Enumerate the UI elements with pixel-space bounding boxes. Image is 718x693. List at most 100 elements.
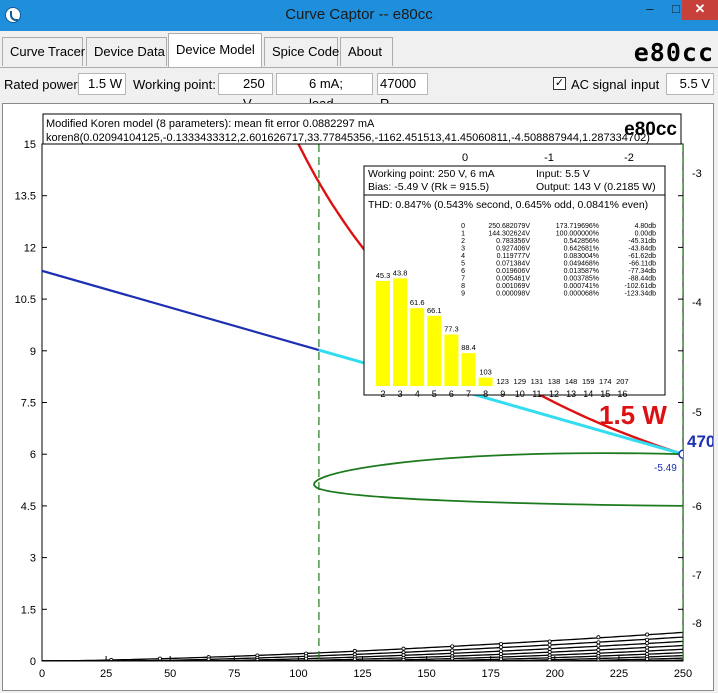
thd-row-harmonic: 2 <box>461 238 465 245</box>
title-bar: Curve Captor -- e80cc – □ ✕ <box>0 0 718 31</box>
thd-row-percent: 0.013587% <box>564 268 599 275</box>
harmonic-number-label: 10 <box>515 389 525 399</box>
tab-curve-tracer[interactable]: Curve Tracer <box>2 37 85 66</box>
measured-point <box>596 647 601 652</box>
thd-row-harmonic: 4 <box>461 253 465 260</box>
tab-spice-code[interactable]: Spice Code <box>264 37 339 66</box>
thd-row-db: -102.61db <box>624 283 656 290</box>
ac-swing-curve <box>313 452 683 507</box>
ac-signal-checkbox[interactable]: ✓ <box>553 77 566 90</box>
thd-row-harmonic: 9 <box>461 291 465 298</box>
measured-point <box>498 641 503 646</box>
tab-strip: Curve Tracer Device Data Device Model Sp… <box>0 31 718 68</box>
harmonic-bar <box>461 353 476 386</box>
thd-panel: Working point: 250 V, 6 mA Input: 5.5 V … <box>363 165 666 399</box>
x-tick-label: 225 <box>610 668 628 680</box>
harmonic-number-label: 14 <box>583 389 593 399</box>
thd-row-percent: 0.083004% <box>564 253 599 260</box>
grid-curve <box>42 640 683 661</box>
tab-about[interactable]: About <box>340 37 393 66</box>
thd-row-volts: 0.071384V <box>496 261 530 268</box>
harmonic-number-label: 4 <box>415 389 420 399</box>
tab-device-data[interactable]: Device Data <box>86 37 167 66</box>
harmonic-bar-value: 174 <box>599 377 612 386</box>
thd-row-harmonic: 3 <box>461 246 465 253</box>
thd-row-percent: 0.049468% <box>564 261 599 268</box>
plot-area[interactable]: 0 25 50 75 100 125 150 175 200 225 250 15 13.5 12 10.5… <box>2 103 714 691</box>
harmonic-bar-value: 138 <box>548 377 561 386</box>
x-tick-label: 150 <box>417 668 435 680</box>
grid-voltage-label: -2 <box>624 152 634 164</box>
thd-row-volts: 250.682079V <box>488 223 530 230</box>
settings-toolbar: Rated power: 1.5 W Working point: 250 V,… <box>0 68 718 111</box>
harmonic-number-label: 7 <box>466 389 471 399</box>
thd-row-volts: 0.783356V <box>496 238 530 245</box>
model-fit-line: Modified Koren model (8 parameters): mea… <box>46 118 375 130</box>
measured-point <box>645 641 650 646</box>
y-tick-label: 6 <box>30 449 36 461</box>
measured-point <box>547 650 552 655</box>
harmonic-bar <box>478 377 493 386</box>
grid-voltage-label: -4 <box>692 297 702 309</box>
grid-curve <box>42 644 683 661</box>
x-tick-label: 25 <box>100 668 112 680</box>
close-button[interactable]: ✕ <box>682 0 718 20</box>
thd-working-point: Working point: 250 V, 6 mA <box>368 168 495 180</box>
x-tick-label: 100 <box>289 668 307 680</box>
measured-point <box>255 657 260 661</box>
thd-row-volts: 0.119777V <box>497 253 531 260</box>
thd-row-percent: 173.719696% <box>556 223 599 230</box>
tab-device-model[interactable]: Device Model <box>168 33 262 67</box>
measured-point <box>401 657 406 661</box>
harmonic-bar <box>410 308 425 386</box>
working-point-voltage-input[interactable]: 250 V, <box>218 73 273 111</box>
harmonic-number-label: 12 <box>549 389 559 399</box>
harmonic-bar <box>427 315 442 386</box>
measured-point <box>596 635 601 640</box>
working-point-current-input[interactable]: 6 mA; load <box>276 73 373 111</box>
rated-power-input[interactable]: 1.5 W <box>78 73 126 95</box>
harmonic-bar-value: 159 <box>582 377 595 386</box>
harmonic-bar-value: 129 <box>514 377 527 386</box>
rated-power-label: Rated power: <box>4 77 82 92</box>
x-tick-label: 125 <box>353 668 371 680</box>
rated-power-curve-label: 1.5 W <box>599 400 667 430</box>
measured-point <box>352 648 357 653</box>
y-tick-label: 3 <box>30 553 36 565</box>
y-tick-label: 4.5 <box>21 501 36 513</box>
harmonic-bar <box>376 280 390 386</box>
grid-curve <box>42 651 683 661</box>
thd-row-db: -123.34db <box>624 291 656 298</box>
harmonic-bar-value: 61.6 <box>410 298 425 307</box>
grid-voltage-label: -5 <box>692 407 702 419</box>
thd-row-harmonic: 7 <box>461 276 465 283</box>
load-resistance-input[interactable]: 47000 R <box>377 73 428 111</box>
maximize-button[interactable]: □ <box>672 1 680 16</box>
input-label: input <box>631 77 660 92</box>
grid-voltage-label: -6 <box>692 501 702 513</box>
harmonic-number-label: 9 <box>500 389 505 399</box>
grid-voltage-label: 0 <box>462 152 468 164</box>
thd-row-harmonic: 8 <box>461 283 465 290</box>
harmonic-number-label: 3 <box>398 389 403 399</box>
thd-row-volts: 0.001069V <box>496 283 530 290</box>
measured-point <box>498 645 503 650</box>
harmonic-bar-value: 88.4 <box>461 343 476 352</box>
x-tick-label: 250 <box>674 668 692 680</box>
harmonic-bar-value: 66.1 <box>427 306 442 315</box>
thd-row-db: -88.44db <box>628 276 656 283</box>
harmonic-bar-value: 77.3 <box>444 325 459 334</box>
characteristic-curves-plot[interactable]: 0 25 50 75 100 125 150 175 200 225 2501513.51210.5… <box>3 104 713 690</box>
input-voltage-input[interactable]: 5.5 V <box>666 73 714 95</box>
load-line <box>42 269 320 352</box>
measured-point <box>401 646 406 651</box>
load-line-label: 470 <box>687 432 713 451</box>
harmonic-number-label: 2 <box>380 389 385 399</box>
thd-bias: Bias: -5.49 V (Rk = 915.5) <box>368 181 489 193</box>
minimize-button[interactable]: – <box>646 1 654 16</box>
grid-curve <box>42 654 683 661</box>
x-tick-label: 175 <box>482 668 500 680</box>
measured-point <box>645 637 650 642</box>
model-info-box <box>42 113 682 145</box>
harmonic-bar-value: 45.3 <box>376 271 391 280</box>
